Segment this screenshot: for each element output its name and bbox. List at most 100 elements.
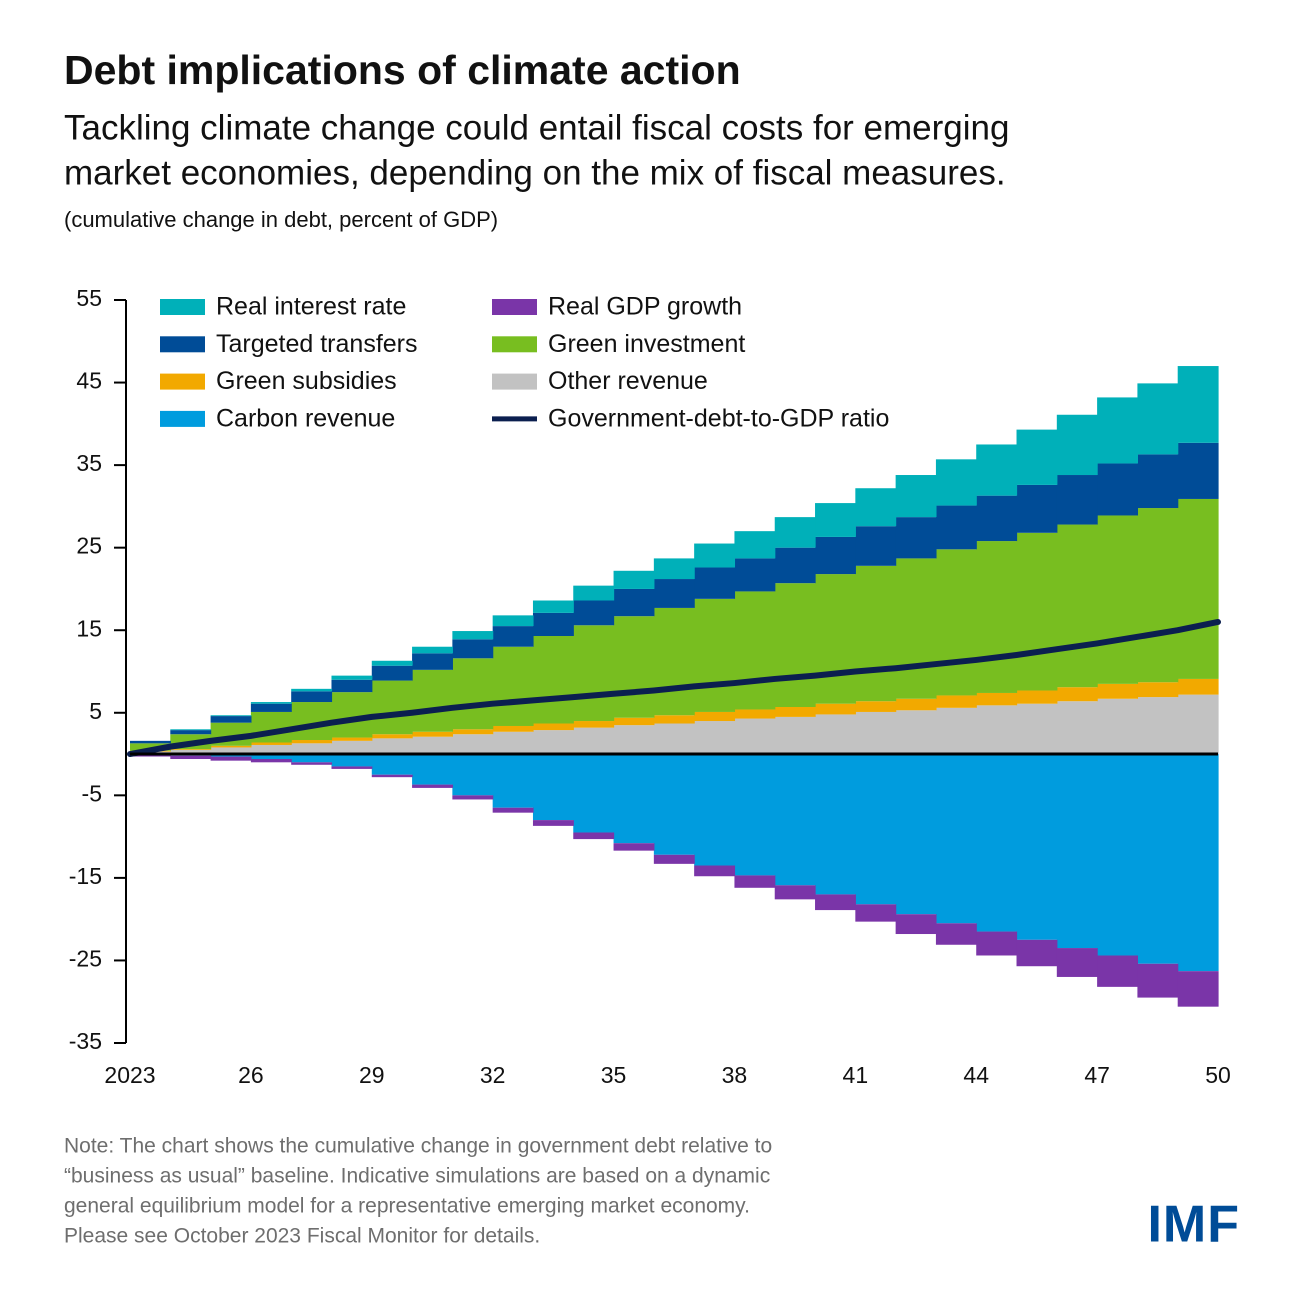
area-step bbox=[210, 716, 252, 723]
area-step bbox=[613, 616, 655, 718]
area-step bbox=[734, 754, 776, 876]
area-step bbox=[1016, 703, 1058, 755]
area-step bbox=[1177, 971, 1219, 1007]
area-step bbox=[492, 626, 534, 647]
area-step bbox=[613, 754, 655, 844]
area-step bbox=[492, 807, 534, 813]
area-step bbox=[210, 715, 252, 717]
area-step bbox=[573, 727, 615, 755]
area-step bbox=[613, 725, 655, 755]
legend-label: Carbon revenue bbox=[216, 405, 395, 433]
area-step bbox=[412, 669, 453, 732]
area-step bbox=[291, 740, 333, 744]
area-step bbox=[855, 711, 897, 755]
subtitle: market economies, depending on the mix o… bbox=[64, 153, 1006, 192]
area-step bbox=[653, 579, 695, 608]
area-step bbox=[331, 737, 373, 741]
area-step bbox=[532, 636, 574, 724]
area-step bbox=[1056, 475, 1098, 525]
area-step bbox=[653, 854, 695, 864]
y-tick-label: 35 bbox=[76, 450, 102, 476]
chart-title: Debt implications of climate action bbox=[64, 47, 741, 93]
area-step bbox=[653, 754, 695, 855]
area-step bbox=[573, 625, 615, 722]
area-step bbox=[653, 723, 695, 755]
legend-label: Green subsidies bbox=[216, 367, 397, 395]
area-step bbox=[774, 547, 816, 584]
area-step bbox=[734, 531, 776, 559]
area-step bbox=[412, 754, 453, 785]
area-step bbox=[694, 865, 736, 877]
area-step bbox=[492, 754, 534, 808]
area-step bbox=[815, 574, 856, 704]
area-step bbox=[653, 558, 695, 580]
area-step bbox=[774, 706, 816, 717]
area-step bbox=[1016, 690, 1058, 704]
x-tick-label: 35 bbox=[601, 1062, 627, 1088]
note: Note: The chart shows the cumulative cha… bbox=[64, 1135, 772, 1158]
area-step bbox=[1177, 754, 1219, 972]
area-step bbox=[935, 549, 977, 696]
area-step bbox=[412, 646, 453, 654]
area-step bbox=[694, 567, 736, 599]
area-step bbox=[815, 894, 856, 911]
area-step bbox=[895, 754, 937, 915]
legend-swatch bbox=[160, 299, 205, 315]
legend-swatch bbox=[160, 336, 205, 353]
area-step bbox=[331, 675, 373, 680]
area-step bbox=[613, 717, 655, 726]
area-step bbox=[291, 754, 333, 763]
area-step bbox=[1016, 754, 1058, 940]
area-step bbox=[734, 591, 776, 710]
area-step bbox=[976, 692, 1018, 706]
area-step bbox=[210, 756, 252, 761]
area-step bbox=[492, 615, 534, 627]
area-step bbox=[1177, 694, 1219, 755]
area-step bbox=[170, 749, 212, 750]
area-step bbox=[1097, 683, 1139, 699]
area-step bbox=[331, 740, 373, 755]
y-tick-label: -5 bbox=[82, 780, 102, 806]
area-step bbox=[532, 820, 574, 826]
area-step bbox=[371, 754, 413, 775]
area-step bbox=[815, 754, 856, 895]
area-step bbox=[815, 714, 856, 755]
area-step bbox=[1097, 955, 1139, 987]
area-step bbox=[412, 731, 453, 737]
area-step bbox=[613, 588, 655, 617]
x-tick-label: 47 bbox=[1084, 1062, 1110, 1088]
area-step bbox=[1137, 383, 1179, 455]
area-step bbox=[694, 598, 736, 712]
legend-label: Targeted transfers bbox=[216, 330, 418, 358]
area-step bbox=[895, 475, 937, 518]
x-tick-label: 26 bbox=[238, 1062, 264, 1088]
legend-swatch bbox=[492, 336, 537, 353]
area-step bbox=[1097, 698, 1139, 755]
area-step bbox=[331, 679, 373, 693]
area-step bbox=[371, 660, 413, 666]
x-tick-label: 29 bbox=[359, 1062, 385, 1088]
legend-label: Real GDP growth bbox=[548, 293, 742, 321]
legend-swatch bbox=[492, 299, 537, 315]
area-step bbox=[1177, 366, 1219, 443]
area-step bbox=[250, 742, 292, 745]
area-step bbox=[774, 754, 816, 886]
area-step bbox=[935, 695, 977, 708]
area-step bbox=[452, 795, 494, 800]
y-tick-label: 15 bbox=[76, 615, 102, 641]
x-tick-label: 32 bbox=[480, 1062, 506, 1088]
area-step bbox=[895, 517, 937, 559]
area-step bbox=[895, 698, 937, 711]
note: general equilibrium model for a represen… bbox=[64, 1195, 750, 1218]
area-step bbox=[976, 754, 1018, 932]
area-step bbox=[250, 702, 292, 704]
area-step bbox=[653, 607, 695, 716]
area-step bbox=[452, 754, 494, 796]
area-step bbox=[532, 723, 574, 731]
x-tick-label: 44 bbox=[963, 1062, 989, 1088]
area-step bbox=[532, 754, 574, 821]
area-step bbox=[855, 904, 897, 922]
area-step bbox=[1137, 454, 1179, 509]
area-step bbox=[895, 710, 937, 755]
